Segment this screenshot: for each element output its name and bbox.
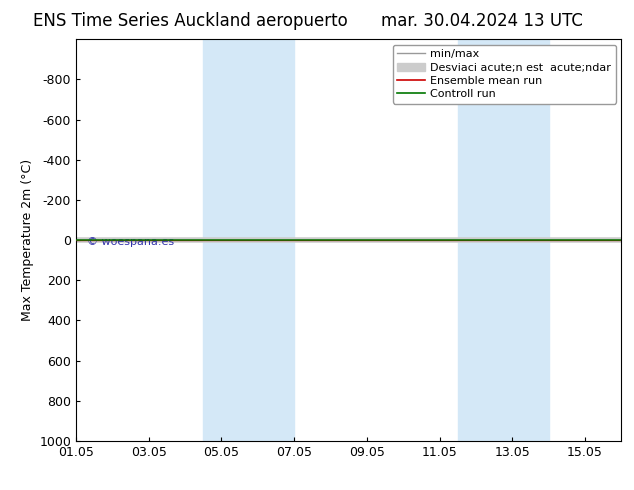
Legend: min/max, Desviaci acute;n est  acute;ndar, Ensemble mean run, Controll run: min/max, Desviaci acute;n est acute;ndar…	[392, 45, 616, 104]
Y-axis label: Max Temperature 2m (°C): Max Temperature 2m (°C)	[21, 159, 34, 321]
Bar	[458, 39, 548, 441]
Text: mar. 30.04.2024 13 UTC: mar. 30.04.2024 13 UTC	[381, 12, 583, 30]
Text: ENS Time Series Auckland aeropuerto: ENS Time Series Auckland aeropuerto	[33, 12, 347, 30]
Text: © woespana.es: © woespana.es	[87, 237, 174, 247]
Bar	[204, 39, 294, 441]
